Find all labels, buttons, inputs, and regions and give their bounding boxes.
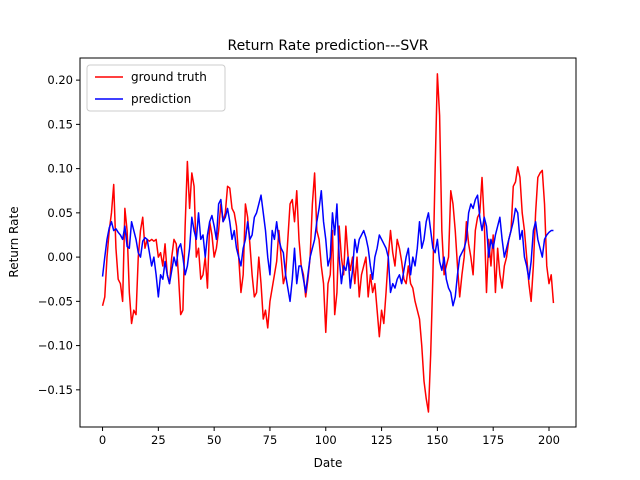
x-tick-label: 100 bbox=[315, 433, 337, 447]
chart-title: Return Rate prediction---SVR bbox=[227, 38, 428, 54]
y-tick-label: −0.15 bbox=[38, 383, 73, 397]
data-line bbox=[101, 73, 555, 413]
y-tick-label: 0.05 bbox=[47, 206, 73, 220]
plot-frame bbox=[79, 57, 577, 428]
x-tick-label: 125 bbox=[371, 433, 393, 447]
x-axis-label: Date bbox=[314, 456, 343, 470]
x-tick-label: 200 bbox=[538, 433, 560, 447]
data-line bbox=[101, 189, 554, 307]
y-tick-label: −0.10 bbox=[38, 339, 73, 353]
y-tick-label: 0.00 bbox=[47, 250, 73, 264]
y-tick-label: −0.05 bbox=[38, 294, 73, 308]
y-axis-label: Return Rate bbox=[7, 206, 21, 277]
x-tick-label: 0 bbox=[99, 433, 106, 447]
x-tick-label: 25 bbox=[151, 433, 166, 447]
y-tick-label: 0.15 bbox=[47, 117, 73, 131]
legend-label: ground truth bbox=[131, 70, 207, 84]
y-tick-label: 0.20 bbox=[47, 73, 73, 87]
y-tick-label: 0.10 bbox=[47, 162, 73, 176]
x-tick-label: 175 bbox=[482, 433, 504, 447]
x-tick-label: 75 bbox=[263, 433, 278, 447]
x-tick-label: 150 bbox=[426, 433, 448, 447]
x-tick-label: 50 bbox=[207, 433, 222, 447]
legend-label: prediction bbox=[131, 92, 191, 106]
